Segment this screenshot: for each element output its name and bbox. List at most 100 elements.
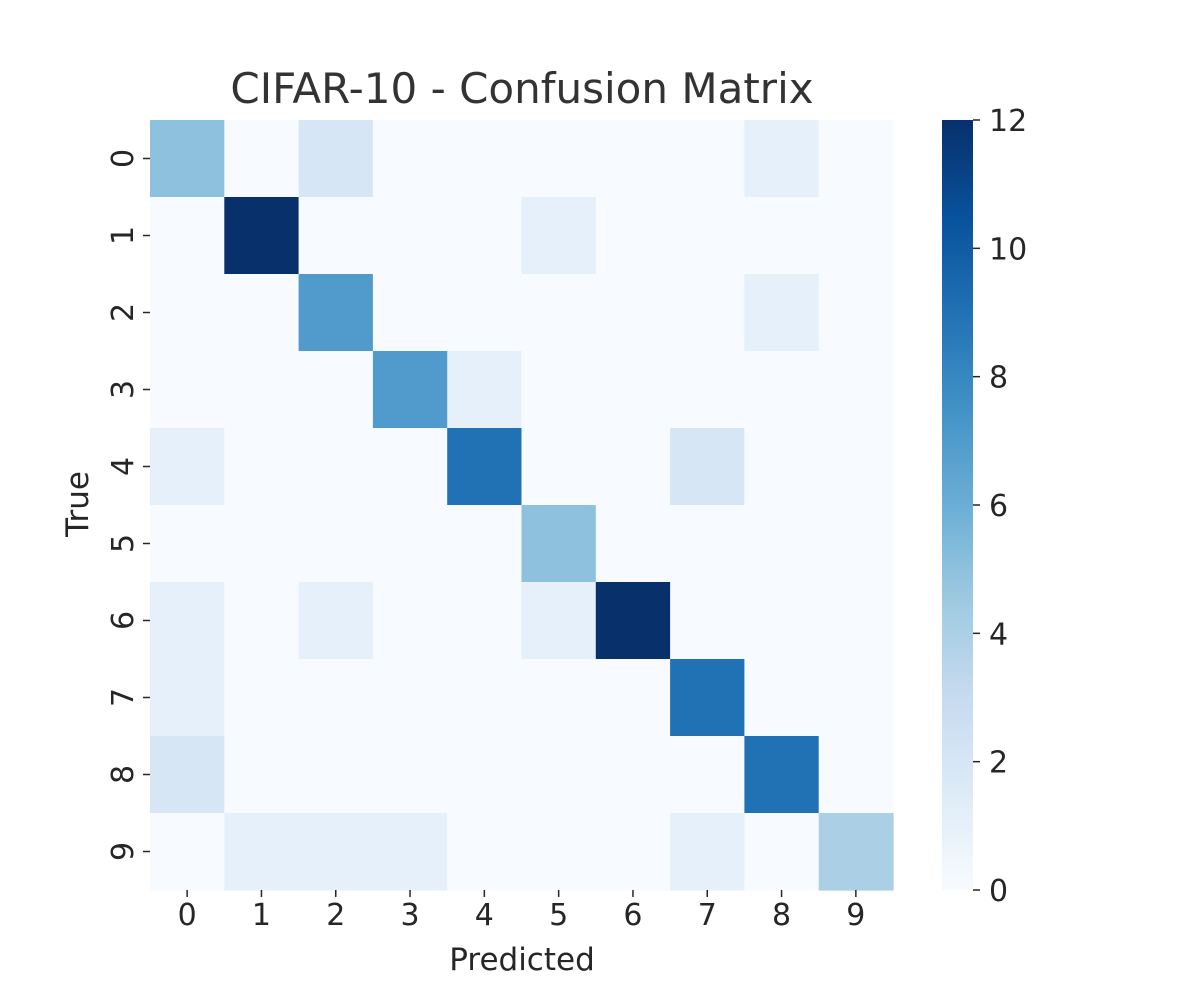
heatmap-cell xyxy=(595,659,671,737)
heatmap-cell xyxy=(298,351,374,429)
heatmap-cell xyxy=(298,428,374,506)
heatmap-cell xyxy=(447,351,523,429)
heatmap-cell xyxy=(298,197,374,275)
y-tick-label: 6 xyxy=(106,611,141,630)
heatmap-cell xyxy=(818,659,894,737)
heatmap-cell xyxy=(150,351,225,429)
y-tick-label: 4 xyxy=(106,457,141,476)
x-tick-label: 2 xyxy=(326,898,345,933)
heatmap-cell xyxy=(670,197,745,275)
heatmap-cell xyxy=(744,197,820,275)
heatmap-cell xyxy=(298,736,374,814)
heatmap-cell xyxy=(521,428,597,506)
heatmap-cell xyxy=(298,582,374,660)
colorbar-tick-label: 8 xyxy=(989,361,1008,396)
heatmap-cell xyxy=(521,197,597,275)
chart-title: CIFAR-10 - Confusion Matrix xyxy=(230,64,813,113)
x-tick-label: 4 xyxy=(475,898,494,933)
y-tick-label: 0 xyxy=(106,149,141,168)
y-tick-label: 5 xyxy=(106,534,141,553)
colorbar-ticks: 0 2 4 6 8 10 12 xyxy=(973,104,1027,909)
heatmap-cell xyxy=(670,505,745,583)
heatmap-cell xyxy=(447,428,523,506)
y-tick-label: 3 xyxy=(106,380,141,399)
heatmap-cell xyxy=(150,736,225,814)
heatmap-cell xyxy=(372,659,448,737)
heatmap-cell xyxy=(224,736,300,814)
heatmap-cell xyxy=(372,813,448,891)
heatmap-cell xyxy=(372,428,448,506)
heatmap-cell xyxy=(818,351,894,429)
heatmap-cell xyxy=(224,197,300,275)
heatmap-cell xyxy=(224,120,300,198)
heatmap-cell xyxy=(224,428,300,506)
heatmap-cell xyxy=(447,582,523,660)
heatmap-cell xyxy=(521,120,597,198)
heatmap-cell xyxy=(670,813,745,891)
heatmap-cell xyxy=(818,505,894,583)
heatmap-cell xyxy=(744,505,820,583)
heatmap-cell xyxy=(595,351,671,429)
heatmap-cell xyxy=(818,197,894,275)
heatmap-cell xyxy=(447,505,523,583)
heatmap-cell xyxy=(372,197,448,275)
heatmap-cell xyxy=(372,505,448,583)
heatmap-cell xyxy=(150,813,225,891)
y-tick-label: 1 xyxy=(106,226,141,245)
heatmap-cell xyxy=(447,659,523,737)
heatmap-cell xyxy=(224,659,300,737)
y-tick-label: 2 xyxy=(106,303,141,322)
colorbar-tick-label: 4 xyxy=(989,617,1008,652)
heatmap-cell xyxy=(224,351,300,429)
x-axis-label: Predicted xyxy=(449,942,595,978)
heatmap-cell xyxy=(447,813,523,891)
heatmap-cell xyxy=(744,659,820,737)
heatmap-cell xyxy=(744,736,820,814)
heatmap-cell xyxy=(744,582,820,660)
colorbar-tick-label: 0 xyxy=(989,874,1008,909)
heatmap-cell xyxy=(595,736,671,814)
x-tick-label: 5 xyxy=(549,898,568,933)
heatmap-cell xyxy=(670,351,745,429)
heatmap-cell xyxy=(595,813,671,891)
heatmap-cell xyxy=(447,274,523,352)
heatmap-cell xyxy=(298,505,374,583)
heatmap-cell xyxy=(521,582,597,660)
heatmap-cell xyxy=(150,582,225,660)
heatmap-cell xyxy=(521,659,597,737)
heatmap-cell xyxy=(372,274,448,352)
heatmap-cell xyxy=(670,120,745,198)
heatmap-cell xyxy=(521,736,597,814)
heatmap-cell xyxy=(595,274,671,352)
heatmap-cell xyxy=(150,274,225,352)
heatmap-cell xyxy=(447,197,523,275)
heatmap-cell xyxy=(818,736,894,814)
heatmap-cell xyxy=(224,505,300,583)
heatmap-cell xyxy=(298,120,374,198)
heatmap-cell xyxy=(595,197,671,275)
x-tick-label: 0 xyxy=(178,898,197,933)
heatmap-cell xyxy=(744,120,820,198)
x-tick-label: 3 xyxy=(401,898,420,933)
heatmap-cell xyxy=(372,120,448,198)
heatmap-cell xyxy=(150,197,225,275)
heatmap-cell xyxy=(521,274,597,352)
heatmap-cell xyxy=(224,813,300,891)
heatmap-cell xyxy=(521,505,597,583)
heatmap-cell xyxy=(670,274,745,352)
colorbar-tick-label: 2 xyxy=(989,746,1008,781)
x-tick-label: 6 xyxy=(623,898,642,933)
y-axis-label: True xyxy=(60,471,96,538)
heatmap-cells xyxy=(150,120,894,891)
heatmap-cell xyxy=(595,505,671,583)
heatmap-cell xyxy=(818,813,894,891)
heatmap-cell xyxy=(150,659,225,737)
heatmap-cell xyxy=(521,351,597,429)
heatmap-cell xyxy=(298,274,374,352)
colorbar xyxy=(942,120,973,890)
heatmap-cell xyxy=(150,428,225,506)
colorbar-tick-label: 6 xyxy=(989,489,1008,524)
heatmap-cell xyxy=(372,736,448,814)
heatmap-cell xyxy=(670,582,745,660)
